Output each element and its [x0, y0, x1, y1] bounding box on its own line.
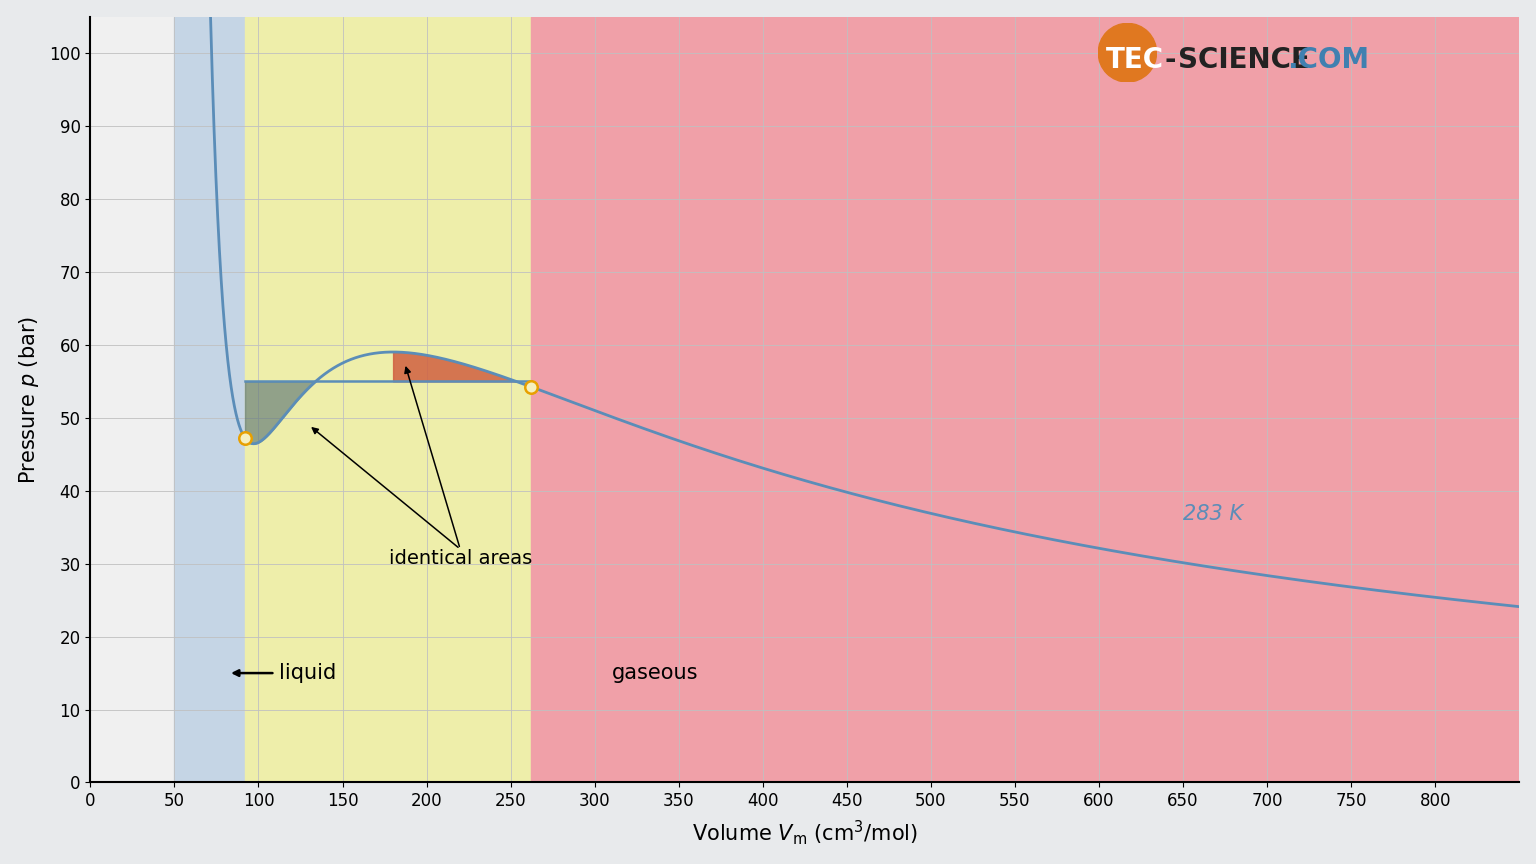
Text: liquid: liquid [278, 663, 336, 683]
Y-axis label: Pressure $p$ (bar): Pressure $p$ (bar) [17, 315, 40, 484]
Text: gaseous: gaseous [611, 663, 697, 683]
Bar [531, 16, 1519, 783]
Text: -: - [1164, 47, 1175, 74]
Text: SCIENCE: SCIENCE [1178, 47, 1310, 74]
X-axis label: Volume $V_\mathrm{m}$ (cm$^3$/mol): Volume $V_\mathrm{m}$ (cm$^3$/mol) [691, 818, 919, 848]
Text: TEC: TEC [1106, 47, 1164, 74]
Text: 283 K: 283 K [1183, 504, 1243, 524]
Circle shape [1098, 23, 1157, 82]
Text: .COM: .COM [1287, 47, 1369, 74]
Bar [246, 16, 531, 783]
Text: identical areas: identical areas [389, 550, 531, 569]
Bar [175, 16, 246, 783]
